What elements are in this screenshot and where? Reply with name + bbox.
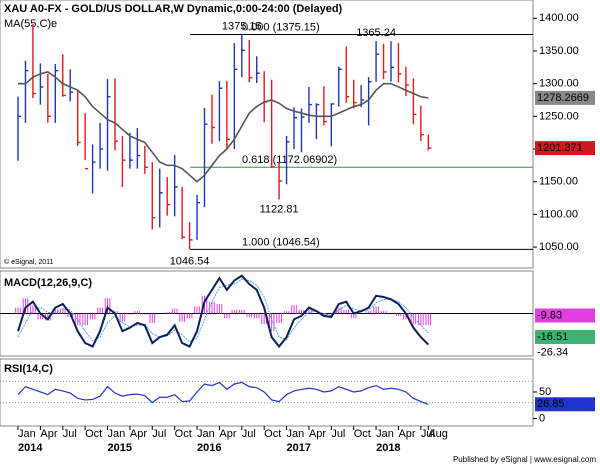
- ma-line: [18, 71, 429, 183]
- y-tick-label: 1300.00: [539, 78, 579, 90]
- rsi-line: [17, 381, 429, 405]
- year-label: 2017: [287, 442, 311, 454]
- value-label: -9.83: [537, 309, 562, 321]
- value-label: 26.85: [537, 398, 565, 410]
- rsi-title: RSI(14,C): [4, 363, 53, 375]
- x-tick-label: Apr: [309, 428, 326, 440]
- macd-title: MACD(12,26,9,C): [4, 277, 92, 289]
- x-tick-label: Jan: [108, 428, 126, 440]
- y-tick-label: 0: [539, 412, 545, 424]
- value-label: -26.34: [537, 347, 568, 359]
- x-tick-label: Jan: [18, 428, 36, 440]
- x-tick-label: Jul: [242, 428, 256, 440]
- year-label: 2016: [197, 442, 221, 454]
- x-tick-label: Oct: [85, 428, 102, 440]
- x-tick-label: Jul: [331, 428, 345, 440]
- x-tick-label: Apr: [40, 428, 57, 440]
- x-tick-label: Oct: [175, 428, 192, 440]
- x-tick-label: Oct: [354, 428, 371, 440]
- x-tick-label: Apr: [398, 428, 415, 440]
- level-label: 1.000 (1046.54): [242, 236, 320, 248]
- x-tick-label: Jan: [197, 428, 215, 440]
- point-label: 1046.54: [170, 255, 210, 267]
- point-label: 1365.24: [356, 27, 396, 39]
- value-label: 1201.371: [537, 142, 583, 154]
- y-tick-label: 1250.00: [539, 110, 579, 122]
- price-panel: [0, 0, 534, 269]
- x-tick-label: Jul: [63, 428, 77, 440]
- year-label: 2015: [108, 442, 132, 454]
- point-label: 1375.15: [222, 20, 262, 32]
- y-tick-label: 1050.00: [539, 241, 579, 253]
- legend-entry: MA(55,C)e: [4, 18, 57, 30]
- rsi-panel: [0, 358, 534, 427]
- y-tick-label: 1100.00: [539, 208, 578, 220]
- level-label: 0.618 (1172.06902): [242, 154, 337, 166]
- value-label: 1278.2669: [537, 92, 589, 104]
- value-box: [535, 345, 595, 360]
- level-label: 0.000 (1375.15): [242, 21, 320, 33]
- value-box: [535, 329, 595, 344]
- y-tick-label: 1400.00: [539, 12, 579, 24]
- x-tick-label: Apr: [219, 428, 236, 440]
- value-box: [535, 308, 595, 323]
- footer: Published by eSignal | www.esignal.com: [453, 455, 596, 464]
- value-box: [535, 397, 595, 412]
- x-tick-label: Jul: [421, 428, 435, 440]
- x-tick-label: Jan: [376, 428, 394, 440]
- value-box: [535, 141, 595, 156]
- point-label: 1122.81: [260, 203, 299, 215]
- y-tick-label: 1150.00: [539, 176, 578, 188]
- x-tick-label: Apr: [130, 428, 147, 440]
- x-tick-label: Jan: [287, 428, 305, 440]
- value-box: [535, 90, 595, 105]
- signal-line: [17, 278, 429, 343]
- macd-line: [17, 274, 430, 349]
- y-tick-label: 50: [539, 386, 551, 398]
- x-tick-label: Jul: [152, 428, 166, 440]
- x-tick-label: Oct: [264, 428, 281, 440]
- value-label: -16.51: [537, 331, 568, 343]
- x-tick-label: Aug: [428, 428, 448, 440]
- y-tick-label: 1350.00: [539, 45, 579, 57]
- chart-title: XAU A0-FX - GOLD/US DOLLAR,W Dynamic,0:0…: [4, 3, 343, 15]
- year-label: 2018: [376, 442, 400, 454]
- watermark: © eSignal, 2011: [4, 258, 54, 266]
- year-label: 2014: [18, 442, 43, 454]
